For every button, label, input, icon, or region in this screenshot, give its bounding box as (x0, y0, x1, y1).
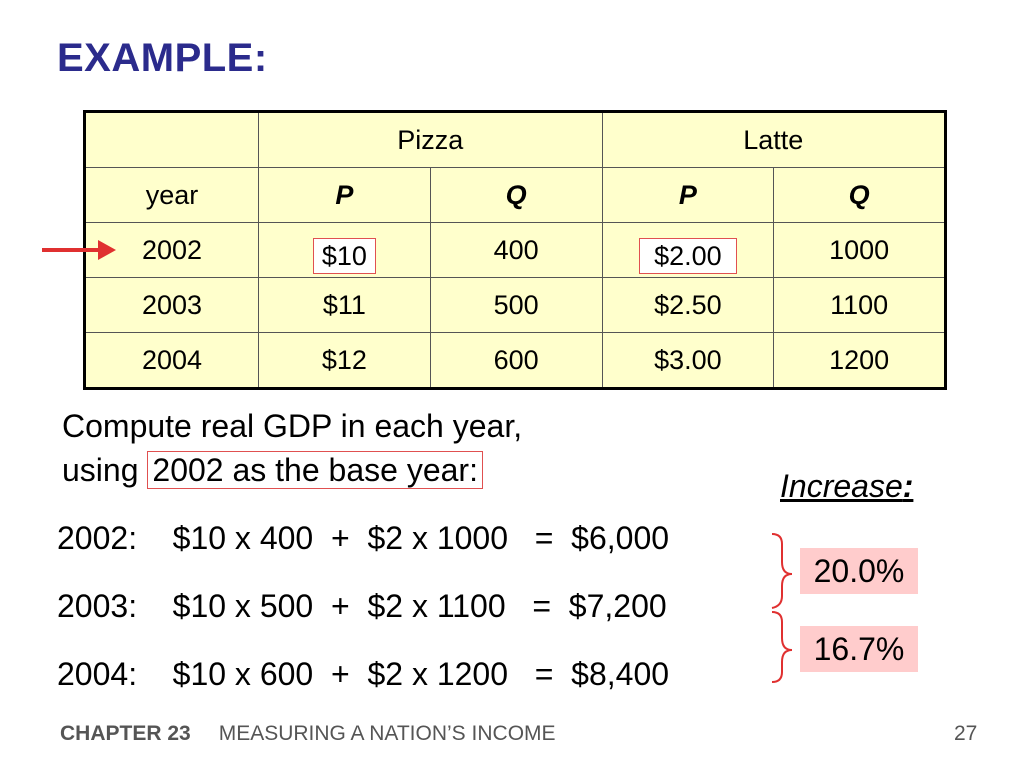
header-pizza-q: Q (429, 167, 603, 223)
data-table: Pizza Latte year P Q P Q 2002 $10 400 $2… (83, 110, 947, 390)
calc-line-2003: 2003: $10 x 500 + $2 x 1100 = $7,200 (57, 588, 667, 624)
table-row: 2003 $11 500 $2.50 1100 (84, 277, 946, 333)
header-pizza: Pizza (258, 111, 603, 168)
cell-pizza-qty: 600 (429, 332, 603, 389)
table-subheader-row: year P Q P Q (84, 167, 946, 223)
cell-pizza-qty: 400 (429, 222, 603, 278)
red-arrow-icon (42, 240, 116, 260)
header-pizza-p: P (258, 167, 431, 223)
cell-latte-qty: 1100 (773, 277, 946, 333)
cell-year: 2003 (84, 277, 259, 333)
cell-latte-qty: 1200 (773, 332, 946, 389)
instruction-line-2: using 2002 as the base year: (62, 448, 522, 492)
cell-year: 2004 (84, 332, 259, 389)
calc-line-2002: 2002: $10 x 400 + $2 x 1000 = $6,000 (57, 520, 670, 556)
header-latte-p: P (601, 167, 775, 223)
cell-latte-price: $2.50 (601, 277, 775, 333)
cell-pizza-price: $11 (258, 277, 431, 333)
footer-subject: MEASURING A NATION’S INCOME (218, 722, 556, 745)
increase-heading: Increase: (780, 468, 913, 505)
base-year-highlight: 2002 as the base year: (147, 451, 483, 489)
brace-icon (771, 533, 793, 683)
cell-pizza-qty: 500 (429, 277, 603, 333)
page-title: EXAMPLE: (57, 36, 268, 80)
instruction-line-2-prefix: using (62, 452, 148, 488)
cell-pizza-price: $12 (258, 332, 431, 389)
table-row: 2004 $12 600 $3.00 1200 (84, 332, 946, 389)
cell-pizza-price: $10 (258, 222, 431, 278)
increase-2004: 16.7% (800, 626, 918, 672)
instruction-line-1: Compute real GDP in each year, (62, 408, 523, 444)
footer: CHAPTER 23 MEASURING A NATION’S INCOME (60, 722, 556, 746)
cell-latte-qty: 1000 (773, 222, 946, 278)
header-latte: Latte (601, 111, 946, 168)
cell-latte-price: $2.00 (601, 222, 775, 278)
increase-label: Increase (780, 468, 903, 504)
table-header-row: Pizza Latte (84, 111, 946, 168)
table-row: 2002 $10 400 $2.00 1000 (84, 222, 946, 278)
header-year: year (84, 167, 259, 223)
increase-colon: : (902, 468, 914, 504)
header-latte-q: Q (773, 167, 946, 223)
highlight-box: $2.00 (639, 238, 737, 274)
increase-2003: 20.0% (800, 548, 918, 594)
calc-line-2004: 2004: $10 x 600 + $2 x 1200 = $8,400 (57, 656, 670, 692)
highlight-box: $10 (312, 238, 376, 274)
footer-chapter: CHAPTER 23 (60, 722, 191, 745)
header-empty-cell (84, 111, 259, 168)
instruction-text: Compute real GDP in each year, using 200… (62, 404, 522, 492)
cell-latte-price: $3.00 (601, 332, 775, 389)
page-number: 27 (954, 722, 978, 745)
